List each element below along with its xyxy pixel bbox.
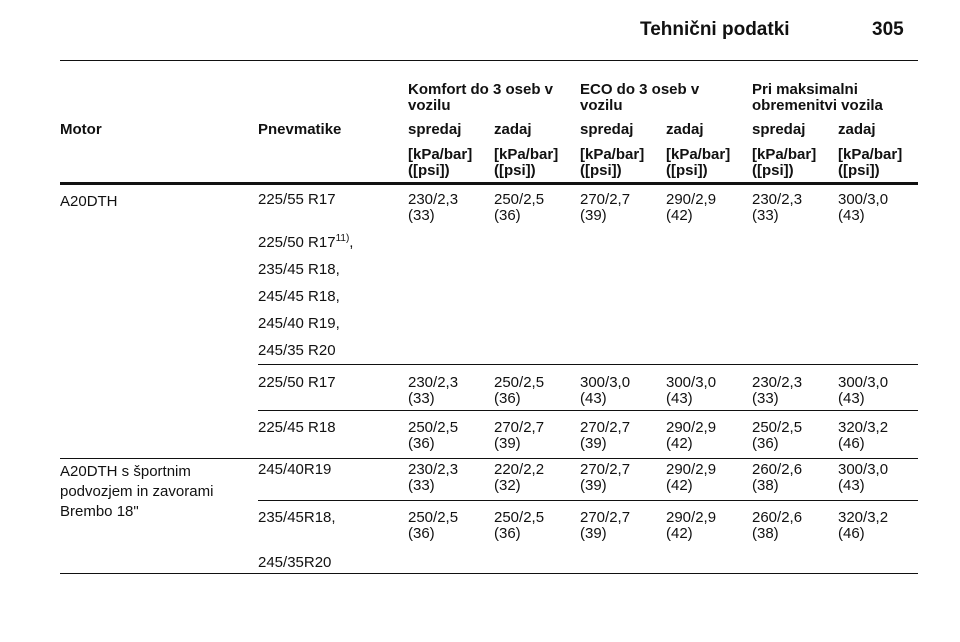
tire-size: 245/35 R20 bbox=[258, 342, 336, 359]
unit-header: [kPa/bar] ([psi]) bbox=[494, 146, 559, 179]
pressure-value: 250/2,5 (36) bbox=[752, 419, 803, 452]
pressure-value: 250/2,5 (36) bbox=[408, 419, 459, 452]
column-header: zadaj bbox=[666, 121, 704, 138]
tire-size: 245/45 R18, bbox=[258, 288, 340, 305]
pressure-value: 250/2,5 (36) bbox=[494, 509, 545, 542]
tire-size: 225/55 R17 bbox=[258, 191, 336, 208]
page-title: Tehnični podatki bbox=[640, 19, 790, 40]
tire-text: , bbox=[349, 234, 354, 251]
pressure-value: 250/2,5 (36) bbox=[494, 374, 545, 407]
pressure-value: 290/2,9 (42) bbox=[666, 419, 717, 452]
pressure-value: 230/2,3 (33) bbox=[752, 374, 803, 407]
tire-size: 235/45 R18, bbox=[258, 261, 340, 278]
column-header: zadaj bbox=[494, 121, 532, 138]
unit-header: [kPa/bar] ([psi]) bbox=[408, 146, 473, 179]
unit-header: [kPa/bar] ([psi]) bbox=[666, 146, 731, 179]
motor: A20DTH s športnim podvozjem in zavorami … bbox=[60, 463, 214, 520]
pressure-value: 300/3,0 (43) bbox=[580, 374, 631, 407]
pressure-value: 230/2,3 (33) bbox=[408, 461, 459, 494]
pressure-value: 270/2,7 (39) bbox=[494, 419, 545, 452]
pressure-value: 300/3,0 (43) bbox=[838, 191, 889, 224]
tire-text: 11) bbox=[335, 233, 350, 244]
pressure-value: 320/3,2 (46) bbox=[838, 509, 889, 542]
tire-size: 245/40 R19, bbox=[258, 315, 340, 332]
pressure-value: 300/3,0 (43) bbox=[838, 461, 889, 494]
rule bbox=[60, 573, 918, 574]
group-header: ECO do 3 oseb v vozilu bbox=[580, 81, 700, 114]
group-header: Komfort do 3 oseb v vozilu bbox=[408, 81, 554, 114]
tire-size: 225/45 R18 bbox=[258, 419, 336, 436]
rule bbox=[60, 60, 918, 61]
tire-size: 245/40R19 bbox=[258, 461, 332, 478]
pressure-value: 270/2,7 (39) bbox=[580, 509, 631, 542]
rule bbox=[60, 182, 918, 185]
rule bbox=[258, 364, 918, 365]
pressure-value: 250/2,5 (36) bbox=[494, 191, 545, 224]
pressure-value: 250/2,5 (36) bbox=[408, 509, 459, 542]
column-header: spredaj bbox=[752, 121, 806, 138]
motor: A20DTH bbox=[60, 193, 118, 210]
pressure-value: 220/2,2 (32) bbox=[494, 461, 545, 494]
unit-header: [kPa/bar] ([psi]) bbox=[838, 146, 903, 179]
pressure-value: 290/2,9 (42) bbox=[666, 461, 717, 494]
unit-header: [kPa/bar] ([psi]) bbox=[752, 146, 817, 179]
tire-size: 245/35R20 bbox=[258, 554, 332, 571]
pressure-value: 230/2,3 (33) bbox=[408, 374, 459, 407]
rule bbox=[258, 500, 918, 501]
pressure-value: 270/2,7 (39) bbox=[580, 461, 631, 494]
page-number: 305 bbox=[872, 19, 904, 40]
tire-size: 225/50 R17 bbox=[258, 374, 336, 391]
column-header: spredaj bbox=[408, 121, 462, 138]
pressure-value: 270/2,7 (39) bbox=[580, 191, 631, 224]
rule bbox=[60, 458, 918, 459]
pressure-value: 260/2,6 (38) bbox=[752, 461, 803, 494]
unit-header: [kPa/bar] ([psi]) bbox=[580, 146, 645, 179]
column-header: Motor bbox=[60, 121, 102, 138]
pressure-value: 260/2,6 (38) bbox=[752, 509, 803, 542]
pressure-value: 300/3,0 (43) bbox=[666, 374, 717, 407]
pressure-value: 230/2,3 (33) bbox=[752, 191, 803, 224]
pressure-value: 290/2,9 (42) bbox=[666, 509, 717, 542]
pressure-value: 300/3,0 (43) bbox=[838, 374, 889, 407]
pressure-value: 230/2,3 (33) bbox=[408, 191, 459, 224]
pressure-value: 290/2,9 (42) bbox=[666, 191, 717, 224]
tire-size: 225/50 R1711), bbox=[258, 233, 403, 251]
pressure-value: 320/3,2 (46) bbox=[838, 419, 889, 452]
column-header: spredaj bbox=[580, 121, 634, 138]
pressure-value: 270/2,7 (39) bbox=[580, 419, 631, 452]
rule bbox=[258, 410, 918, 411]
tire-text: 225/50 R17 bbox=[258, 234, 336, 251]
tire-size: 235/45R18, bbox=[258, 509, 336, 526]
group-header: Pri maksimalni obremenitvi vozila bbox=[752, 81, 883, 114]
column-header: Pnevmatike bbox=[258, 121, 342, 138]
column-header: zadaj bbox=[838, 121, 876, 138]
